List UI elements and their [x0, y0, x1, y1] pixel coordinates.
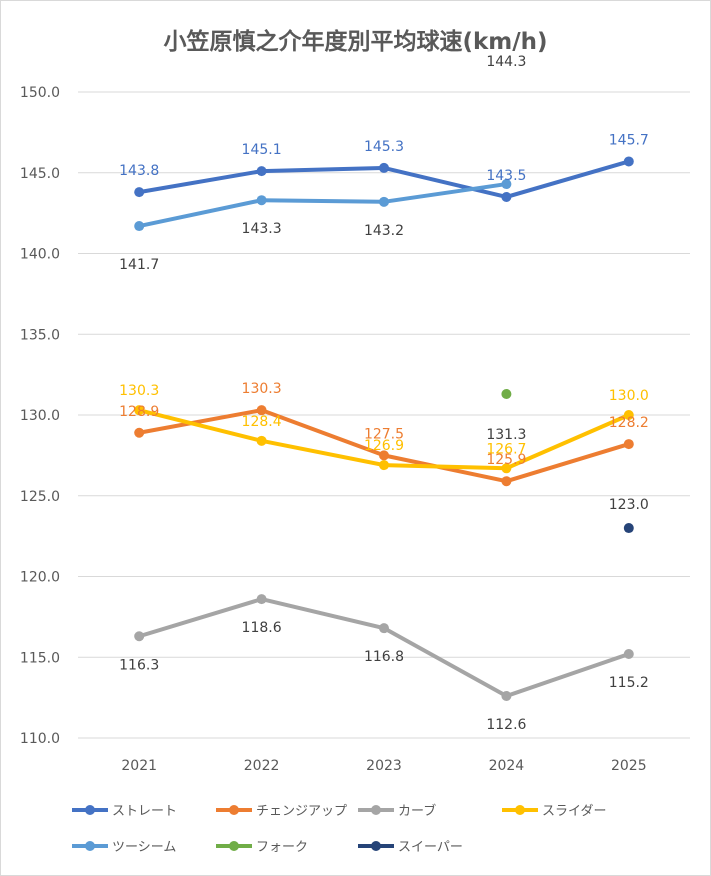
data-point	[134, 427, 145, 438]
data-label: 145.3	[364, 139, 404, 155]
data-point	[623, 410, 634, 420]
data-point	[256, 405, 267, 416]
legend-label: スライダー	[542, 804, 606, 819]
y-tick-label: 150.0	[20, 85, 60, 101]
data-point	[501, 691, 512, 702]
series-line	[137, 597, 631, 699]
data-point	[256, 435, 267, 446]
data-point	[134, 187, 145, 198]
data-point	[501, 463, 512, 474]
data-point	[623, 523, 634, 534]
data-label: 130.0	[609, 388, 649, 404]
y-tick-label: 130.0	[20, 408, 60, 424]
data-label: 128.4	[242, 414, 282, 430]
data-label: 112.6	[486, 717, 526, 733]
data-labels: 143.8 145.1 145.3 143.5 145.7 128.9 130.3 127.5…	[119, 54, 649, 733]
legend-item: フォーク	[216, 840, 308, 855]
y-tick-label: 125.0	[20, 489, 60, 505]
data-point	[501, 389, 512, 400]
legend-swatch-marker	[85, 841, 95, 851]
data-point	[623, 156, 634, 167]
x-tick-label: 2025	[611, 758, 647, 774]
data-label: 143.5	[486, 168, 526, 184]
data-point	[379, 162, 389, 173]
data-point	[623, 439, 634, 450]
x-tick-label: 2024	[489, 758, 525, 774]
legend-label: フォーク	[256, 840, 308, 855]
data-point	[256, 166, 267, 177]
legend-item: カーブ	[358, 803, 436, 819]
legend-item: チェンジアップ	[216, 804, 347, 819]
data-point	[379, 623, 389, 634]
gridlines	[78, 91, 690, 739]
series-line	[137, 182, 509, 229]
chart-title: 小笠原慎之介年度別平均球速(km/h)	[163, 29, 548, 55]
x-tick-label: 2021	[121, 758, 157, 774]
y-axis-ticks: 110.0 115.0 120.0 125.0 130.0 135.0 140.0 145.0…	[20, 85, 60, 747]
data-point	[501, 191, 512, 202]
legend-label: ストレート	[112, 804, 177, 819]
series-points	[134, 156, 634, 702]
data-label: 116.3	[119, 657, 159, 673]
data-label: 145.7	[609, 132, 649, 148]
y-tick-label: 120.0	[20, 570, 60, 586]
data-point	[501, 179, 512, 190]
data-label: 125.9	[486, 452, 526, 468]
y-tick-label: 110.0	[20, 731, 60, 747]
data-label: 118.6	[242, 620, 282, 636]
data-point	[623, 649, 634, 660]
data-point	[501, 476, 512, 487]
legend-label: カーブ	[398, 803, 436, 819]
data-label: 130.3	[119, 383, 159, 399]
x-tick-label: 2022	[244, 758, 280, 774]
data-label: 130.3	[242, 381, 282, 397]
legend-swatch-marker	[229, 841, 239, 851]
data-label: 143.8	[119, 163, 159, 179]
data-point	[256, 195, 267, 206]
data-label: 144.3	[486, 54, 526, 70]
y-tick-label: 145.0	[20, 166, 60, 182]
legend-swatch-marker	[229, 805, 239, 815]
y-tick-label: 140.0	[20, 247, 60, 263]
x-tick-label: 2023	[366, 758, 402, 774]
data-point	[256, 594, 267, 605]
data-label: 127.5	[364, 426, 404, 442]
data-point	[134, 631, 145, 642]
y-tick-label: 135.0	[20, 327, 60, 343]
legend-item: ツーシーム	[72, 840, 176, 855]
legend-swatch-marker	[371, 841, 381, 851]
data-label: 126.9	[364, 438, 404, 454]
data-label: 143.2	[364, 223, 404, 239]
legend-swatch-marker	[85, 805, 95, 815]
legend-label: スイーパー	[398, 840, 463, 855]
legend-swatch-marker	[515, 805, 525, 815]
data-point	[379, 196, 389, 207]
data-label: 141.7	[119, 257, 159, 273]
data-label: 123.0	[609, 497, 649, 513]
data-label: 143.3	[242, 221, 282, 237]
data-point	[134, 405, 145, 416]
legend-label: ツーシーム	[112, 840, 176, 855]
data-label: 126.7	[486, 441, 526, 457]
legend-swatch-marker	[371, 805, 381, 815]
legend-item: スライダー	[502, 804, 606, 819]
data-label: 115.2	[609, 675, 649, 691]
x-axis-ticks: 2021 2022 2023 2024 2025	[121, 758, 646, 774]
data-label: 128.2	[609, 415, 649, 431]
data-label: 116.8	[364, 649, 404, 665]
legend-label: チェンジアップ	[256, 804, 347, 819]
data-label: 131.3	[486, 427, 526, 443]
legend-item: ストレート	[72, 804, 177, 819]
y-tick-label: 115.0	[20, 650, 60, 666]
data-label: 128.9	[119, 404, 159, 420]
data-point	[379, 460, 389, 471]
data-point	[134, 221, 145, 232]
data-point	[379, 450, 389, 461]
legend-item: スイーパー	[358, 840, 463, 855]
data-label: 145.1	[242, 142, 282, 158]
